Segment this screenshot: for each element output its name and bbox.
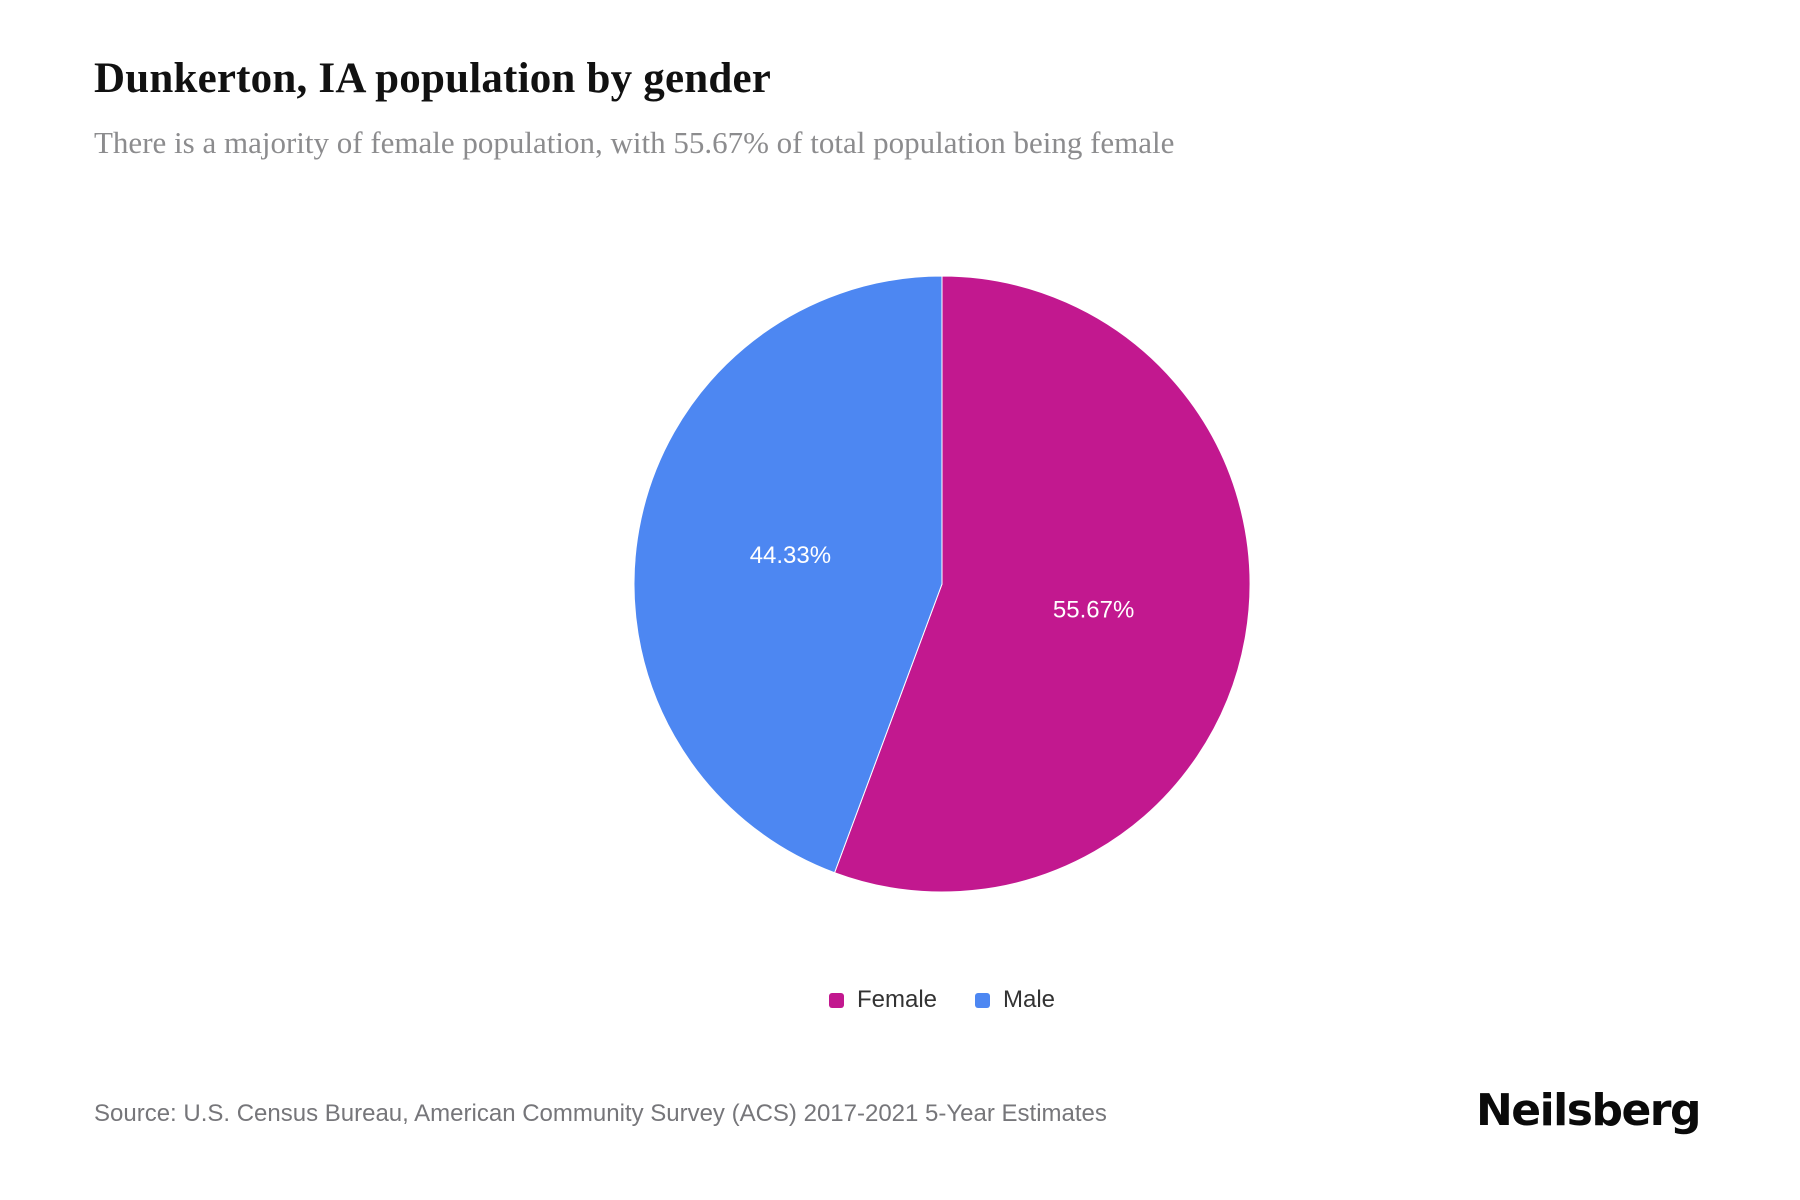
legend-swatch-female — [828, 992, 844, 1008]
pie-slice-label-male: 44.33% — [750, 542, 831, 569]
chart-header: Dunkerton, IA population by gender There… — [94, 54, 1706, 161]
chart-legend-items: Female Male — [828, 986, 1055, 1014]
chart-footer: Source: U.S. Census Bureau, American Com… — [94, 1085, 1702, 1136]
page-title: Dunkerton, IA population by gender — [94, 55, 772, 102]
pie-slice-female[interactable] — [833, 275, 1251, 893]
pie-slice-male[interactable] — [633, 275, 943, 874]
legend-item-male[interactable]: Male — [975, 986, 1055, 1014]
page-subtitle: There is a majority of female population… — [94, 125, 1175, 160]
neilsberg-logo: Neilsberg — [1475, 1085, 1702, 1136]
legend-label-male: Male — [1003, 986, 1056, 1013]
legend-swatch-male — [975, 992, 990, 1008]
legend-item-female[interactable]: Female — [828, 986, 937, 1014]
source-text: Source: U.S. Census Bureau, American Com… — [94, 1100, 1107, 1127]
pie-chart: 55.67% 44.33% — [633, 275, 1251, 893]
pie-slice-label-female: 55.67% — [1053, 597, 1134, 624]
legend-label-female: Female — [856, 986, 937, 1013]
pie-chart-container: 55.67% 44.33% — [0, 268, 1800, 900]
chart-legend: Female Male — [0, 986, 1800, 1014]
